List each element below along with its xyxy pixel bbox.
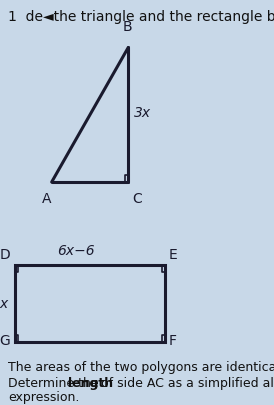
Text: 6x−6: 6x−6: [57, 244, 95, 258]
Text: Determine the: Determine the: [8, 377, 103, 390]
Bar: [15, 265, 165, 342]
Text: The areas of the two polygons are identical.: The areas of the two polygons are identi…: [8, 361, 274, 374]
Text: expression.: expression.: [8, 391, 79, 404]
Text: of side AC as a simplified alg: of side AC as a simplified alg: [97, 377, 274, 390]
Text: 1  de◄the triangle and the rectangle below.: 1 de◄the triangle and the rectangle belo…: [8, 10, 274, 24]
Text: x: x: [0, 296, 7, 311]
Text: 3x: 3x: [134, 106, 152, 120]
Text: E: E: [168, 248, 177, 262]
Text: length: length: [68, 377, 113, 390]
Text: G: G: [0, 334, 10, 348]
Text: A: A: [42, 192, 51, 206]
Text: C: C: [133, 192, 142, 206]
Text: F: F: [168, 334, 176, 348]
Text: B: B: [122, 19, 132, 34]
Text: D: D: [0, 248, 10, 262]
